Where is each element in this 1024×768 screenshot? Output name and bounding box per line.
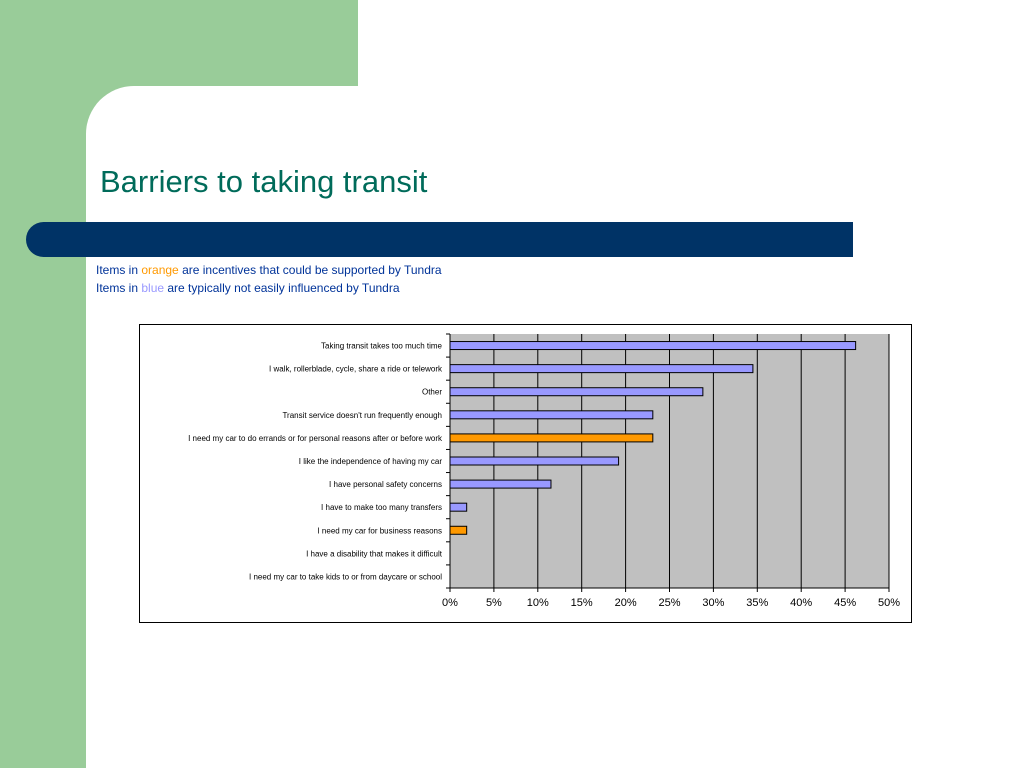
x-tick-label: 10%: [527, 597, 549, 609]
x-tick-label: 15%: [571, 597, 593, 609]
note2-suffix: are typically not easily influenced by T…: [164, 281, 400, 295]
x-tick-label: 0%: [442, 597, 458, 609]
chart-frame: 0% 5% 10% 15% 20% 25% 30% 35% 40% 45% 50% Taking tr…: [139, 324, 912, 623]
title-band: [26, 222, 853, 257]
note1-suffix: are incentives that could be supported b…: [178, 263, 442, 277]
bar: [449, 525, 468, 535]
bar: [449, 456, 620, 466]
category-label: I have personal safety concerns: [329, 480, 442, 489]
x-tick-label: 30%: [702, 597, 724, 609]
bar-chart: 0% 5% 10% 15% 20% 25% 30% 35% 40% 45% 50% Taking tr…: [188, 333, 900, 609]
bar: [449, 502, 468, 512]
category-label: Transit service doesn't run frequently e…: [282, 411, 442, 420]
x-tick-label: 40%: [790, 597, 812, 609]
note1-highlight: orange: [141, 263, 179, 277]
x-tick-label: 5%: [486, 597, 502, 609]
bar: [449, 341, 857, 351]
bar: [449, 479, 552, 489]
bar: [449, 410, 654, 420]
category-label: I have to make too many transfers: [321, 503, 442, 512]
x-tick-label: 20%: [615, 597, 637, 609]
legend-note-orange: Items in orange are incentives that coul…: [96, 263, 442, 277]
note1-prefix: Items in: [96, 263, 142, 277]
slide-title: Barriers to taking transit: [100, 164, 428, 199]
category-label: I like the independence of having my car: [299, 457, 443, 466]
category-label: I walk, rollerblade, cycle, share a ride…: [269, 365, 443, 374]
category-label: Other: [422, 388, 442, 397]
bar: [449, 433, 654, 443]
note2-highlight: blue: [141, 281, 165, 295]
category-label: Taking transit takes too much time: [321, 342, 442, 351]
category-label: I have a disability that makes it diffic…: [306, 549, 443, 558]
bar: [449, 364, 754, 374]
x-tick-label: 45%: [834, 597, 856, 609]
category-label: I need my car to do errands or for perso…: [188, 434, 443, 443]
bar: [449, 387, 704, 397]
category-label: I need my car to take kids to or from da…: [249, 572, 442, 581]
note2-prefix: Items in: [96, 281, 142, 295]
x-tick-label: 50%: [878, 597, 900, 609]
category-label: I need my car for business reasons: [317, 526, 442, 535]
x-tick-label: 35%: [746, 597, 768, 609]
x-tick-label: 25%: [658, 597, 680, 609]
legend-note-blue: Items in blue are typically not easily i…: [96, 281, 400, 295]
